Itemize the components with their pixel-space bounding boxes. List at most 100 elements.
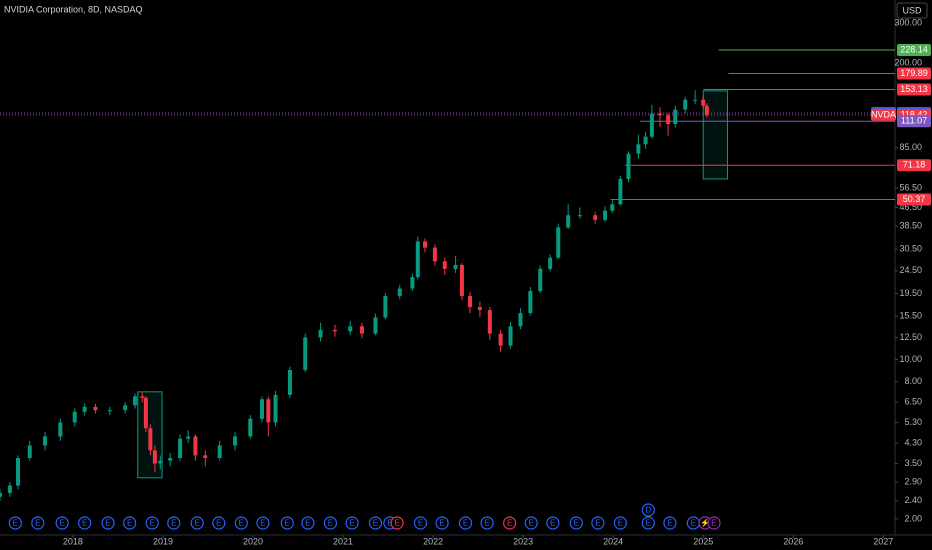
candle-body [593,215,598,220]
price-tag [897,83,931,96]
earnings-marker-label: E [239,519,244,528]
candle-body [538,268,543,291]
candle-body [107,410,112,412]
earnings-marker [480,516,494,530]
earnings-marker [591,516,605,530]
earnings-marker [280,516,294,530]
x-tick-label: 2022 [423,536,443,546]
x-tick-label: 2018 [63,536,83,546]
earnings-marker [345,516,359,530]
earnings-marker-label: E [195,519,200,528]
candle-body [410,277,415,289]
candle-body [636,144,641,154]
earnings-marker [101,516,115,530]
candle-body [468,296,473,308]
candle-body [140,396,145,398]
candle-body [610,204,615,211]
candle-body [373,317,378,334]
price-tag-label: 71.18 [903,160,926,170]
y-tick-label: 15.50 [899,311,922,321]
earnings-marker [301,516,315,530]
earnings-marker-label: ⚡ [700,518,710,528]
earnings-marker [413,516,428,530]
x-tick-label: 2020 [243,536,263,546]
price-tag-name: NVDA [871,109,896,119]
y-tick-label: 85.00 [899,142,922,152]
price-tag-label: 111.07 [901,116,927,126]
y-tick-label: 8.00 [904,376,922,386]
earnings-marker-label: E [529,519,534,528]
earnings-marker [190,516,204,530]
earnings-marker-label: E [387,519,392,528]
price-tag-label: 179.89 [900,68,928,78]
earnings-marker-label: E [711,519,716,528]
y-tick-label: 6.50 [904,397,922,407]
earnings-marker [569,516,583,530]
price-tag-name-box [871,108,896,121]
candle-body [643,136,648,145]
earnings-marker-label: E [127,519,132,528]
candle-body [72,411,77,423]
candle-body [618,178,623,205]
candle-body [16,458,21,486]
candle-body [453,264,458,269]
earnings-marker-label: E [328,519,333,528]
candle-body [332,329,337,332]
candle-body [287,370,292,395]
earnings-marker-label: E [595,519,600,528]
earnings-marker [390,516,404,530]
y-tick-label: 12.50 [899,332,922,342]
x-tick-label: 2026 [783,536,803,546]
candle-body [649,113,654,137]
price-tag-label: 118.42 [901,109,928,119]
earnings-marker [435,516,449,530]
candle-body [704,105,709,115]
y-tick-label: 2.90 [904,477,922,487]
earnings-marker [123,516,137,530]
price-tag [897,115,931,128]
earnings-marker [641,516,655,530]
earnings-marker-label: E [285,519,290,528]
candle-body [266,399,271,423]
earnings-marker-label: E [463,519,468,528]
candle-body [359,326,364,334]
candle-body [82,406,87,412]
earnings-marker-label: E [667,519,672,528]
candle-body [508,326,513,346]
y-tick-label: 4.30 [904,438,922,448]
y-tick-label: 19.50 [899,288,922,298]
currency-label[interactable]: USD [902,5,922,15]
currency-button[interactable] [896,2,928,19]
x-tick-label: 2024 [603,536,623,546]
earnings-marker-label: E [13,519,18,528]
candle-body [123,405,128,411]
candle-body [626,153,631,179]
x-tick-label: 2021 [333,536,353,546]
candle-body [415,241,420,278]
earnings-marker [707,516,721,530]
candle-body [477,307,482,311]
earnings-marker-label: E [149,519,154,528]
earnings-marker-label: E [349,519,354,528]
earnings-marker [167,516,181,530]
earnings-marker [212,516,226,530]
candle-body [673,109,678,125]
candle-body [178,438,183,459]
candle-body [397,288,402,297]
earnings-marker-label: E [439,519,444,528]
candle-body [217,445,222,459]
candle-body [193,436,198,456]
earnings-marker [503,516,517,530]
candle-body [556,227,561,258]
earnings-marker-label: E [691,519,696,528]
price-tag [897,43,931,56]
candle-body [158,460,163,464]
y-tick-label: 300.00 [894,17,922,27]
candle-body [701,99,706,106]
earnings-marker [8,516,22,530]
candle-body [248,418,253,437]
earnings-marker [613,516,627,530]
y-tick-label: 200.00 [894,57,922,67]
earnings-marker-label: E [260,519,265,528]
